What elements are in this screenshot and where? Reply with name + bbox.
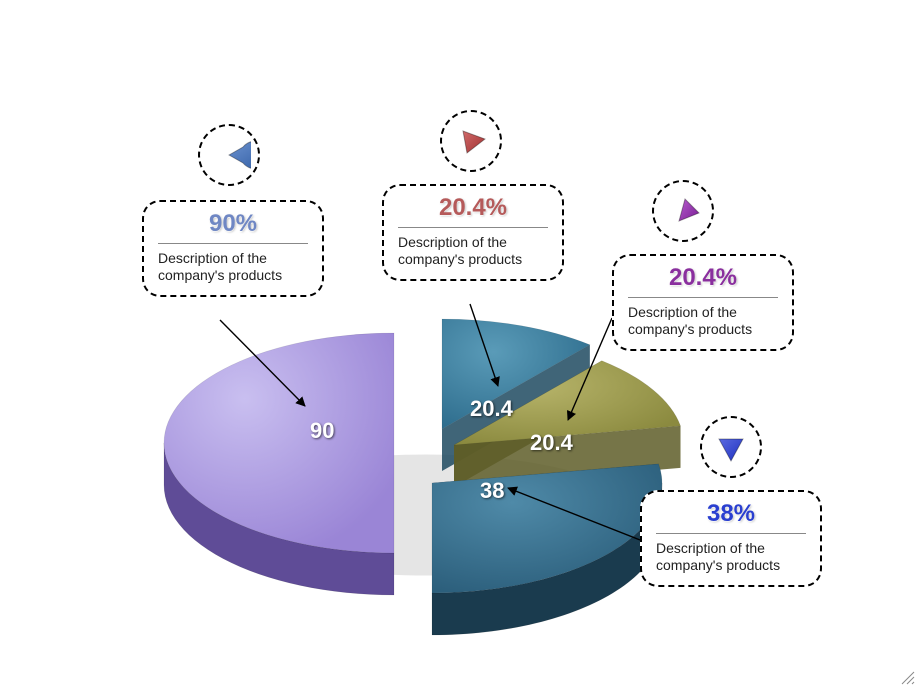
- callout-card-b: 20.4% Description of the company's produc…: [382, 184, 564, 281]
- callout-desc-b: Description of the company's products: [398, 234, 548, 269]
- callout-icon-a: [198, 124, 260, 186]
- resize-grip-icon: [900, 670, 916, 686]
- callout-desc-a: Description of the company's products: [158, 250, 308, 285]
- callout-icon-b: [440, 110, 502, 172]
- callout-divider: [656, 533, 806, 534]
- callout-divider: [398, 227, 548, 228]
- callout-icon-c: [652, 180, 714, 242]
- callout-desc-c: Description of the company's products: [628, 304, 778, 339]
- callout-percent-b: 20.4%: [398, 194, 548, 223]
- callout-percent-d: 38%: [656, 500, 806, 529]
- callout-percent-a: 90%: [158, 210, 308, 239]
- callout-icon-d: [700, 416, 762, 478]
- callout-percent-c: 20.4%: [628, 264, 778, 293]
- callout-card-d: 38% Description of the company's products: [640, 490, 822, 587]
- callout-desc-d: Description of the company's products: [656, 540, 806, 575]
- callout-card-c: 20.4% Description of the company's produc…: [612, 254, 794, 351]
- callout-divider: [158, 243, 308, 244]
- infographic-stage: 90% Description of the company's products…: [0, 0, 920, 690]
- callout-divider: [628, 297, 778, 298]
- callout-card-a: 90% Description of the company's products: [142, 200, 324, 297]
